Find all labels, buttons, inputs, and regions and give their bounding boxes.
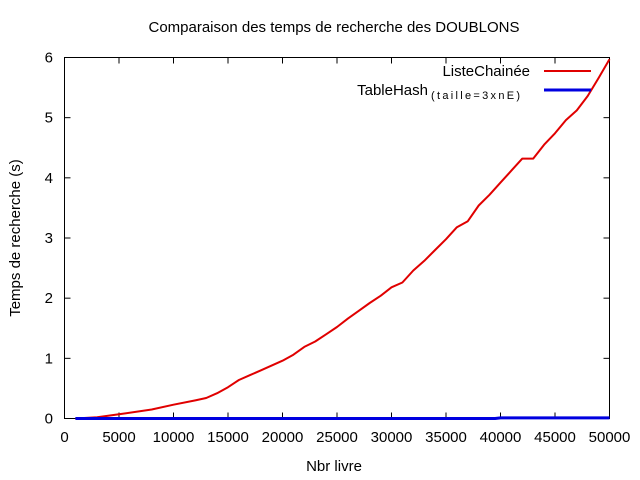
x-tick-label: 30000 [371,429,413,446]
series-line-0 [75,58,611,420]
x-tick-label: 35000 [425,429,467,446]
x-tick-label: 15000 [207,429,249,446]
y-tick-label: 5 [45,110,53,127]
series-line-1 [75,416,610,420]
x-tick-label: 20000 [262,429,304,446]
x-tick-label: 40000 [480,429,522,446]
y-tick-label: 2 [45,290,53,307]
x-axis-label: Nbr livre [306,458,362,475]
y-axis-label: Temps de recherche (s) [7,159,24,317]
x-tick-label: 5000 [102,429,135,446]
y-tick-label: 0 [45,411,53,428]
y-tick-label: 3 [45,230,53,247]
axis-ticks: 0 5000 10000 15000 20000 25000 30000 35000 40000… [45,50,631,447]
plot-border [64,57,610,419]
x-tick-label: 50000 [589,429,631,446]
legend: ListeChainée TableHash (taille=3xnE) [357,63,591,102]
legend-label-0: ListeChainée [442,63,530,80]
legend-label-1: TableHash [357,82,428,99]
legend-label-1-suffix: (taille=3xnE) [431,90,522,102]
y-tick-label: 6 [45,50,53,67]
x-tick-label: 25000 [316,429,358,446]
y-tick-label: 4 [45,170,53,187]
y-tick-label: 1 [45,350,53,367]
x-tick-label: 45000 [534,429,576,446]
series-lines [75,58,611,420]
x-tick-label: 0 [60,429,68,446]
chart-title: Comparaison des temps de recherche des D… [148,19,519,36]
x-tick-label: 10000 [153,429,195,446]
